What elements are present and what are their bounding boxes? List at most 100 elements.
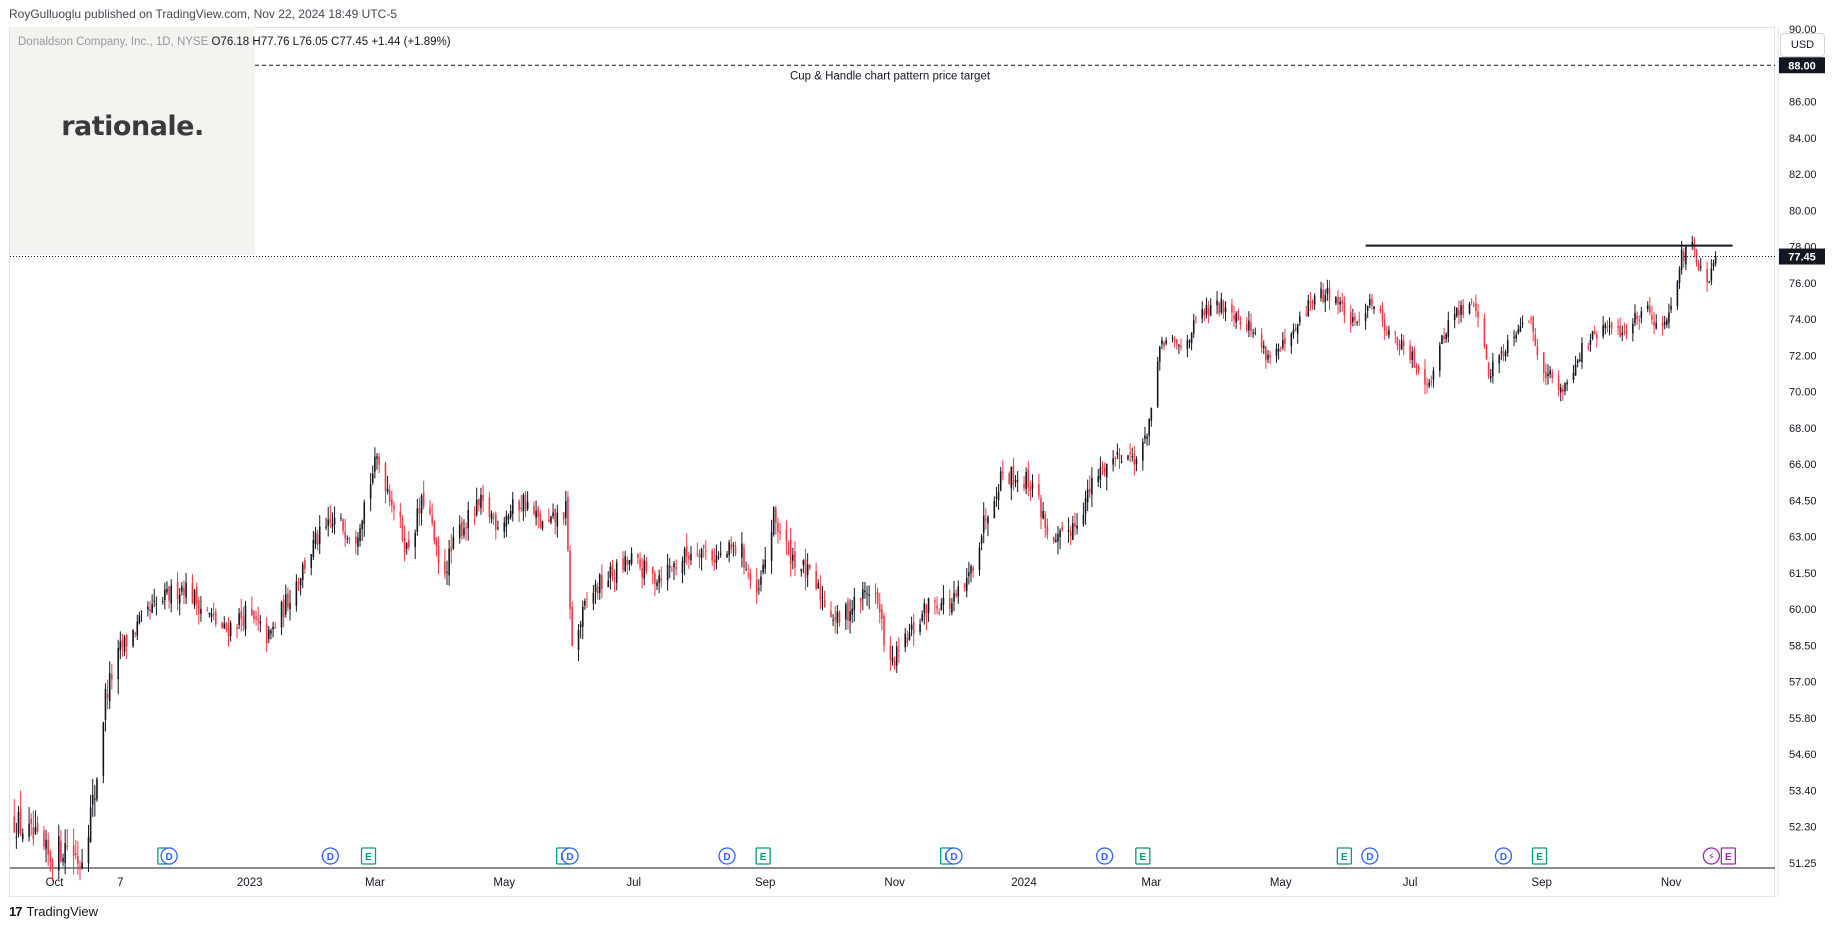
candle-body [1411,351,1414,360]
upcoming-marker[interactable] [1702,847,1721,865]
dividend-marker[interactable] [561,847,579,865]
candle-body [1294,327,1297,331]
earnings-marker-label: E [365,852,372,863]
candle-body [121,639,124,648]
symbol-name[interactable]: Donaldson Company, Inc., 1D, NYSE [18,36,209,48]
candle-body [316,534,319,545]
candle-body [240,611,243,619]
candle-body [149,608,151,612]
candle-body [1161,340,1163,345]
candle-body [49,851,52,862]
candle-body [1269,354,1271,358]
y-tick-label: 61.50 [1789,568,1817,580]
candle-body [972,567,974,572]
dividend-marker[interactable] [160,847,178,865]
y-tick-label: 53.40 [1789,785,1817,797]
earnings-marker[interactable] [1135,847,1151,865]
candle-body [259,621,262,624]
candle-body [1430,381,1433,383]
candle-body [1710,268,1713,282]
candle-body [1502,350,1505,357]
y-tick-label: 74.00 [1789,314,1817,326]
candle-body [1275,348,1278,356]
candle-body [993,501,996,519]
candle-body [77,856,79,865]
candle-body [1441,335,1443,344]
earnings-marker[interactable] [1531,847,1548,865]
candle-body [314,532,317,544]
candle-body [775,508,777,523]
candle-body [1290,333,1293,347]
candle-body [668,566,671,568]
candle-body [749,574,752,581]
candle-body [970,565,972,574]
candle-body [925,604,928,618]
candle-body [586,598,588,600]
dividend-marker[interactable] [321,847,339,865]
candle-body [96,778,98,800]
x-tick-label: Jul [1403,877,1418,889]
candle-body [282,599,285,618]
candle-body [304,560,306,569]
candle-body [1470,300,1473,302]
candle-body [490,513,493,520]
dividend-marker[interactable] [945,847,963,865]
candle-body [1513,336,1515,339]
candle-body [787,543,790,545]
candle-body [229,623,232,636]
candle-body [140,610,143,612]
earnings-marker[interactable] [755,847,771,865]
candle-body [1621,332,1624,336]
candle-body [1534,334,1537,346]
candle-body [758,588,760,590]
candle-body [1046,525,1049,535]
candle-body [509,510,512,518]
candle-body [713,559,716,562]
candle-body [1239,322,1242,325]
candle-body [494,513,497,530]
last-price-label: 77.45 [1788,252,1816,264]
candle-body [1218,302,1220,314]
candle-body [253,611,255,619]
dividend-marker[interactable] [1095,847,1114,865]
candle-body [132,630,134,647]
currency-button[interactable]: USD [1780,33,1825,57]
y-tick-label: 76.00 [1789,278,1817,290]
dividend-marker[interactable] [1494,847,1513,865]
candle-body [28,823,30,837]
candle-body [556,512,559,527]
footer-brand[interactable]: TradingView [26,904,99,919]
candle-body [938,612,940,614]
candle-body [1593,331,1596,335]
candle-body [1082,514,1085,525]
earnings-marker[interactable] [1336,847,1353,865]
x-tick-label: 2023 [237,877,263,889]
candle-body [1012,465,1015,486]
candle-body [1088,488,1091,493]
candle-body [982,515,985,533]
candle-body [452,536,455,549]
candle-body [225,622,228,630]
candle-body [1458,309,1460,316]
dividend-marker[interactable] [1361,847,1379,865]
candle-body [94,798,96,800]
candle-body [342,519,344,531]
upcoming-marker[interactable] [1720,847,1736,865]
dividend-marker[interactable] [718,847,736,865]
candle-body [1252,332,1254,334]
candle-body [72,845,75,856]
candle-body [847,601,849,621]
candle-body [1400,339,1403,350]
candle-body [1086,489,1089,503]
candle-body [1031,483,1034,489]
candle-body [1129,452,1131,455]
candle-body [1477,311,1479,318]
y-tick-label: 51.25 [1789,858,1817,870]
candle-body [155,603,158,605]
candle-body [363,502,366,524]
candle-body [183,587,185,595]
candle-body [450,546,453,552]
earnings-marker[interactable] [360,847,377,865]
candle-body [1131,456,1134,458]
